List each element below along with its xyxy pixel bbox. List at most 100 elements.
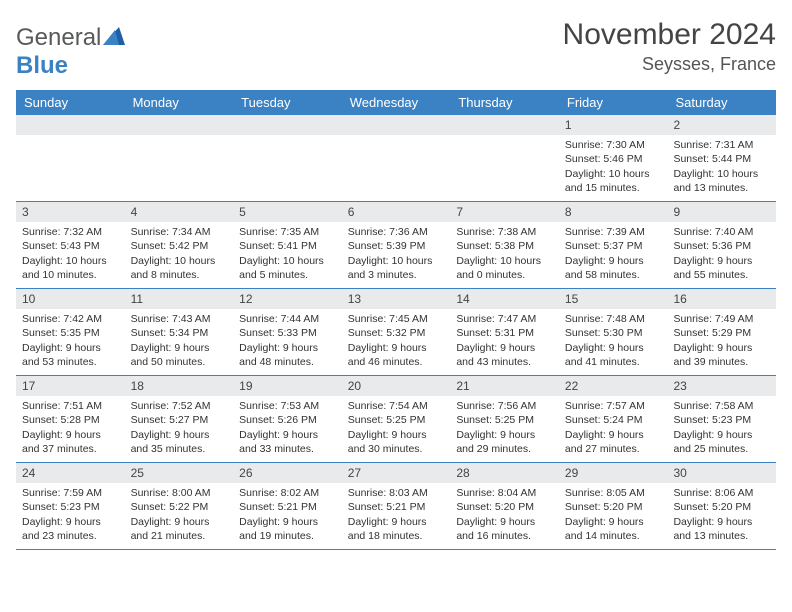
sunset-text: Sunset: 5:28 PM — [22, 413, 119, 427]
sunrise-text: Sunrise: 7:36 AM — [348, 225, 445, 239]
day-number: 27 — [342, 463, 451, 483]
day-number: 17 — [16, 376, 125, 396]
sunset-text: Sunset: 5:31 PM — [456, 326, 553, 340]
day-cell: 18Sunrise: 7:52 AMSunset: 5:27 PMDayligh… — [125, 376, 234, 462]
sunrise-text: Sunrise: 7:35 AM — [239, 225, 336, 239]
day-number: 22 — [559, 376, 668, 396]
sunrise-text: Sunrise: 7:45 AM — [348, 312, 445, 326]
day-cell: 19Sunrise: 7:53 AMSunset: 5:26 PMDayligh… — [233, 376, 342, 462]
daylight-text: Daylight: 10 hours and 5 minutes. — [239, 254, 336, 282]
daylight-text: Daylight: 9 hours and 18 minutes. — [348, 515, 445, 543]
week-row: 1 Sunrise: 7:30 AMSunset: 5:46 PMDaylight… — [16, 115, 776, 202]
day-header: Monday — [125, 90, 234, 115]
sunset-text: Sunset: 5:23 PM — [22, 500, 119, 514]
daylight-text: Daylight: 9 hours and 13 minutes. — [673, 515, 770, 543]
day-number: 29 — [559, 463, 668, 483]
day-cell: 26Sunrise: 8:02 AMSunset: 5:21 PMDayligh… — [233, 463, 342, 549]
daylight-text: Daylight: 9 hours and 19 minutes. — [239, 515, 336, 543]
sunrise-text: Sunrise: 8:05 AM — [565, 486, 662, 500]
daylight-text: Daylight: 10 hours and 15 minutes. — [565, 167, 662, 195]
day-number: 5 — [233, 202, 342, 222]
sunset-text: Sunset: 5:20 PM — [565, 500, 662, 514]
sunset-text: Sunset: 5:41 PM — [239, 239, 336, 253]
sunset-text: Sunset: 5:20 PM — [673, 500, 770, 514]
week-row: 10Sunrise: 7:42 AMSunset: 5:35 PMDayligh… — [16, 289, 776, 376]
sunset-text: Sunset: 5:34 PM — [131, 326, 228, 340]
sunrise-text: Sunrise: 7:44 AM — [239, 312, 336, 326]
sunrise-text: Sunrise: 7:59 AM — [22, 486, 119, 500]
day-cell: 25 Sunrise: 8:00 AMSunset: 5:22 PMDayligh… — [125, 463, 234, 549]
sunrise-text: Sunrise: 7:42 AM — [22, 312, 119, 326]
day-cell: 15Sunrise: 7:48 AMSunset: 5:30 PMDayligh… — [559, 289, 668, 375]
page-subtitle: Seysses, France — [563, 54, 776, 75]
day-cell: 2Sunrise: 7:31 AMSunset: 5:44 PMDaylight… — [667, 115, 776, 201]
sunrise-text: Sunrise: 7:56 AM — [456, 399, 553, 413]
sunrise-text: Sunrise: 7:31 AM — [673, 138, 770, 152]
day-header: Saturday — [667, 90, 776, 115]
sunset-text: Sunset: 5:37 PM — [565, 239, 662, 253]
day-cell — [125, 115, 234, 201]
day-cell: 5 Sunrise: 7:35 AMSunset: 5:41 PMDaylight… — [233, 202, 342, 288]
day-cell: 9Sunrise: 7:40 AMSunset: 5:36 PMDaylight… — [667, 202, 776, 288]
sunrise-text: Sunrise: 7:57 AM — [565, 399, 662, 413]
day-number: 9 — [667, 202, 776, 222]
day-cell: 21Sunrise: 7:56 AMSunset: 5:25 PMDayligh… — [450, 376, 559, 462]
daylight-text: Daylight: 9 hours and 23 minutes. — [22, 515, 119, 543]
sunrise-text: Sunrise: 8:02 AM — [239, 486, 336, 500]
title-block: November 2024 Seysses, France — [563, 18, 776, 75]
daylight-text: Daylight: 9 hours and 21 minutes. — [131, 515, 228, 543]
sunset-text: Sunset: 5:33 PM — [239, 326, 336, 340]
day-number: 6 — [342, 202, 451, 222]
day-cell: 23Sunrise: 7:58 AMSunset: 5:23 PMDayligh… — [667, 376, 776, 462]
daylight-text: Daylight: 9 hours and 33 minutes. — [239, 428, 336, 456]
logo-text: GeneralBlue — [16, 24, 125, 80]
day-cell: 22Sunrise: 7:57 AMSunset: 5:24 PMDayligh… — [559, 376, 668, 462]
sunset-text: Sunset: 5:22 PM — [131, 500, 228, 514]
day-number: 25 — [125, 463, 234, 483]
sunrise-text: Sunrise: 8:03 AM — [348, 486, 445, 500]
header: GeneralBlue November 2024 Seysses, Franc… — [16, 18, 776, 80]
day-number: 28 — [450, 463, 559, 483]
sunrise-text: Sunrise: 8:06 AM — [673, 486, 770, 500]
sunset-text: Sunset: 5:39 PM — [348, 239, 445, 253]
week-row: 3Sunrise: 7:32 AMSunset: 5:43 PMDaylight… — [16, 202, 776, 289]
day-cell — [233, 115, 342, 201]
sunrise-text: Sunrise: 7:48 AM — [565, 312, 662, 326]
logo-part1: General — [16, 24, 101, 51]
daylight-text: Daylight: 9 hours and 41 minutes. — [565, 341, 662, 369]
day-cell: 12Sunrise: 7:44 AMSunset: 5:33 PMDayligh… — [233, 289, 342, 375]
sunset-text: Sunset: 5:23 PM — [673, 413, 770, 427]
daylight-text: Daylight: 9 hours and 39 minutes. — [673, 341, 770, 369]
day-number — [16, 115, 125, 135]
sunset-text: Sunset: 5:46 PM — [565, 152, 662, 166]
sunrise-text: Sunrise: 7:40 AM — [673, 225, 770, 239]
page-title: November 2024 — [563, 18, 776, 52]
sunrise-text: Sunrise: 7:32 AM — [22, 225, 119, 239]
daylight-text: Daylight: 9 hours and 48 minutes. — [239, 341, 336, 369]
sunrise-text: Sunrise: 7:30 AM — [565, 138, 662, 152]
day-number: 11 — [125, 289, 234, 309]
day-number: 7 — [450, 202, 559, 222]
day-cell: 27Sunrise: 8:03 AMSunset: 5:21 PMDayligh… — [342, 463, 451, 549]
day-number: 10 — [16, 289, 125, 309]
sunrise-text: Sunrise: 8:00 AM — [131, 486, 228, 500]
day-cell: 3Sunrise: 7:32 AMSunset: 5:43 PMDaylight… — [16, 202, 125, 288]
sunrise-text: Sunrise: 7:38 AM — [456, 225, 553, 239]
day-number: 2 — [667, 115, 776, 135]
daylight-text: Daylight: 10 hours and 3 minutes. — [348, 254, 445, 282]
day-number: 15 — [559, 289, 668, 309]
daylight-text: Daylight: 9 hours and 55 minutes. — [673, 254, 770, 282]
logo-part2: Blue — [16, 52, 68, 79]
logo: GeneralBlue — [16, 18, 125, 80]
day-cell: 13Sunrise: 7:45 AMSunset: 5:32 PMDayligh… — [342, 289, 451, 375]
sunset-text: Sunset: 5:43 PM — [22, 239, 119, 253]
day-cell — [16, 115, 125, 201]
sunrise-text: Sunrise: 7:54 AM — [348, 399, 445, 413]
day-header-row: Sunday Monday Tuesday Wednesday Thursday… — [16, 90, 776, 115]
sunset-text: Sunset: 5:25 PM — [348, 413, 445, 427]
day-cell: 10Sunrise: 7:42 AMSunset: 5:35 PMDayligh… — [16, 289, 125, 375]
day-number: 1 — [559, 115, 668, 135]
daylight-text: Daylight: 9 hours and 43 minutes. — [456, 341, 553, 369]
day-number: 21 — [450, 376, 559, 396]
day-cell: 20Sunrise: 7:54 AMSunset: 5:25 PMDayligh… — [342, 376, 451, 462]
